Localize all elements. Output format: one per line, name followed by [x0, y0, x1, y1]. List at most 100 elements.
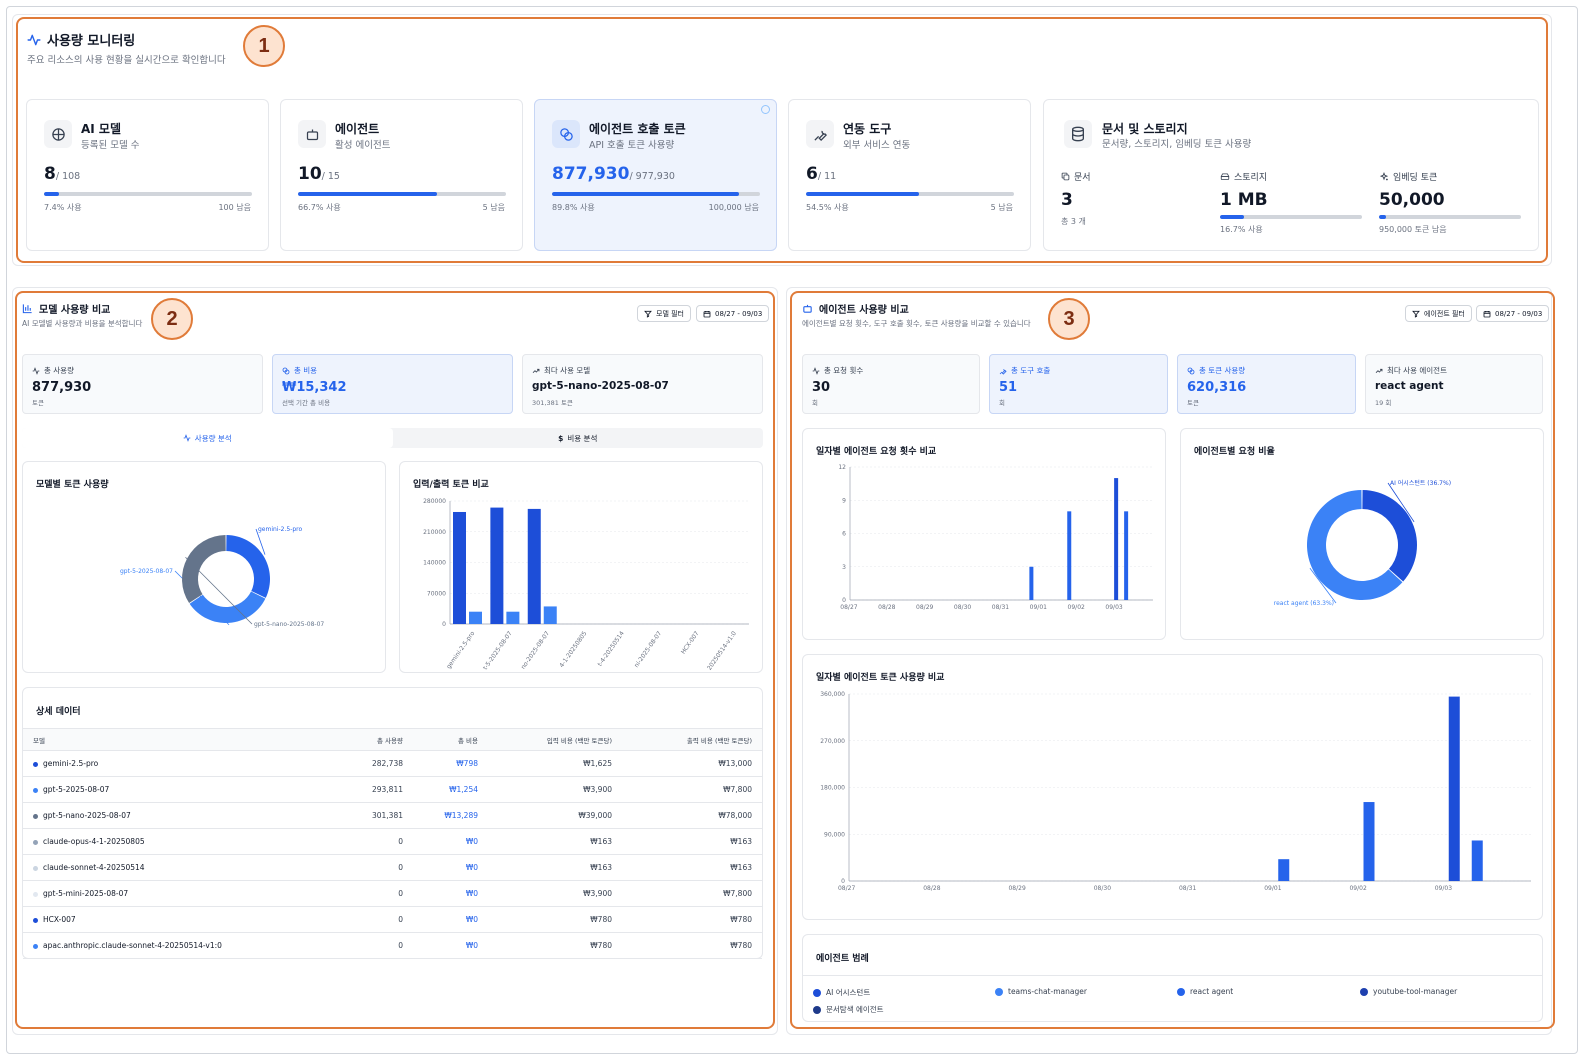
card-value: 8: [44, 164, 56, 184]
storage-card-title: 문서 및 스토리지: [1102, 122, 1188, 136]
y-tick-label: 360,000: [820, 691, 845, 698]
stat-value: react agent: [1375, 380, 1444, 392]
stat-total-cost: 총 비용 ₩15,342 선택 기간 총 비용: [272, 354, 513, 414]
donut-slice: [182, 535, 226, 603]
card-value-row: 877,930/ 977,930: [552, 164, 675, 184]
card-subtitle: 활성 에이전트: [335, 140, 391, 151]
stat-value: ₩15,342: [282, 380, 347, 395]
model-date-range-button[interactable]: 08/27 - 09/03: [696, 305, 770, 322]
stat-label: 최다 사용 모델: [544, 366, 591, 375]
monitor-card[interactable]: AI 모델 등록된 모델 수 8/ 108 7.4% 사용 100 남음: [26, 99, 269, 251]
monitor-title-row: 사용량 모니터링: [27, 30, 135, 49]
stat-label: 총 도구 호출: [1011, 366, 1051, 375]
table-header-row: 모델 총 사용량 총 비용 입력 비용 (백만 토큰당) 출력 비용 (백만 토…: [23, 728, 762, 751]
bar: [1067, 511, 1072, 600]
cell-usage: 0: [343, 906, 413, 933]
agent-filter-button[interactable]: 에이전트 필터: [1405, 305, 1472, 322]
activity-icon: [32, 366, 40, 375]
stat-sub: 토큰: [1187, 399, 1199, 407]
legend-label: 문서탐색 에이전트: [826, 1005, 884, 1014]
model-detail-table: 모델 총 사용량 총 비용 입력 비용 (백만 토큰당) 출력 비용 (백만 토…: [23, 728, 762, 959]
agent-token-bar-title: 일자별 에이전트 토큰 사용량 비교: [816, 673, 945, 683]
calendar-icon: [703, 310, 711, 317]
card-value: 6: [806, 164, 818, 184]
agent-request-bar-chart: 0 3 6 9 12 08/27 08/28 08/29 08/30 08/31 09/01 09/0…: [838, 464, 1153, 611]
card-value: 877,930: [552, 164, 630, 184]
tab-usage-analysis[interactable]: 사용량 분석: [22, 428, 393, 448]
bar: [506, 611, 520, 624]
bar: [1278, 859, 1290, 881]
slice-label: AI 어시스턴트 (36.7%): [1390, 479, 1451, 487]
cell-output-cost: ₩163: [622, 854, 762, 881]
cell-output-cost: ₩163: [622, 828, 762, 855]
legend-dot: [1177, 987, 1185, 996]
cell-model: gpt-5-nano-2025-08-07: [23, 802, 343, 829]
cell-output-cost: ₩780: [622, 932, 762, 959]
model-color-dot: [33, 813, 38, 819]
col-usage: 총 사용량: [343, 728, 413, 751]
storage-label: 스토리지: [1234, 173, 1268, 183]
storage-used: 16.7% 사용: [1220, 225, 1263, 234]
cell-input-cost: ₩163: [488, 854, 622, 881]
table-row: gpt-5-nano-2025-08-07 301,381 ₩13,289 ₩3…: [23, 802, 762, 829]
stat-tokens-label-row: 총 토큰 사용량: [1187, 365, 1245, 376]
legend-dot: [813, 1005, 821, 1014]
monitor-title: 사용량 모니터링: [47, 34, 136, 49]
model-color-dot: [33, 787, 38, 793]
stat-sub: 회: [999, 399, 1005, 407]
legend-dot: [995, 987, 1003, 996]
card-total: / 108: [55, 171, 81, 182]
x-tick-label: t-5-2025-08-07: [482, 630, 514, 671]
y-tick-label: 12: [838, 464, 846, 471]
database-icon: [1064, 120, 1092, 148]
bar: [1471, 840, 1483, 881]
cell-usage: 0: [343, 828, 413, 855]
storage-card[interactable]: 문서 및 스토리지 문서량, 스토리지, 임베딩 토큰 사용량 문서 3 총 3…: [1043, 99, 1539, 251]
y-tick-label: 0: [841, 878, 845, 885]
cell-output-cost: ₩78,000: [622, 802, 762, 829]
cell-cost: ₩1,254: [413, 776, 488, 803]
cell-output-cost: ₩780: [622, 906, 762, 933]
slice-leader-line: [255, 528, 266, 555]
card-value: 10: [298, 164, 322, 184]
agent-date-range-button[interactable]: 08/27 - 09/03: [1476, 305, 1550, 322]
monitor-card[interactable]: 연동 도구 외부 서비스 연동 6/ 11 54.5% 사용 5 남음: [788, 99, 1031, 251]
card-progress-bar: [552, 192, 760, 196]
card-remain: 5 남음: [990, 203, 1013, 212]
monitor-card[interactable]: 에이전트 활성 에이전트 10/ 15 66.7% 사용 5 남음: [280, 99, 523, 251]
legend-label: teams-chat-manager: [1008, 987, 1087, 996]
wrench-icon: [999, 368, 1007, 375]
model-color-dot: [33, 943, 38, 949]
cell-model: apac.anthropic.claude-sonnet-4-20250514-…: [23, 932, 343, 959]
stat-total-usage-label-row: 총 사용량: [32, 365, 74, 376]
embed-label: 임베딩 토큰: [1393, 173, 1438, 183]
coins-icon: [282, 367, 290, 374]
cell-model: HCX-007: [23, 906, 343, 933]
y-tick-label: 90,000: [824, 831, 845, 838]
monitor-subtitle: 주요 리소스의 사용 현황을 실시간으로 확인합니다: [27, 55, 226, 66]
card-value-row: 10/ 15: [298, 164, 340, 184]
cell-usage: 301,381: [343, 802, 413, 829]
x-tick-label: HCX-007: [680, 630, 701, 656]
slice-label: gemini-2.5-pro: [258, 526, 302, 533]
docs-label: 문서: [1074, 173, 1091, 183]
slice-leader-line: [185, 556, 253, 625]
info-icon[interactable]: [761, 105, 770, 114]
tab-cost-analysis[interactable]: $ 비용 분석: [393, 428, 764, 448]
card-used: 54.5% 사용: [806, 203, 849, 212]
model-donut-title: 모델별 토큰 사용량: [36, 480, 109, 490]
y-tick-label: 210000: [423, 529, 446, 536]
model-name: claude-opus-4-1-20250805: [43, 837, 145, 846]
legend-divider: [803, 975, 1542, 976]
slice-label: gpt-5-nano-2025-08-07: [254, 621, 324, 628]
card-title: AI 모델: [81, 122, 122, 136]
legend-label: AI 어시스턴트: [826, 988, 871, 997]
model-filter-button[interactable]: 모델 필터: [637, 305, 691, 322]
cell-output-cost: ₩7,800: [622, 880, 762, 907]
slice-label: gpt-5-2025-08-07: [120, 568, 173, 575]
table-row: claude-sonnet-4-20250514 0 ₩0 ₩163 ₩163: [23, 854, 762, 881]
monitor-card[interactable]: 에이전트 호출 토큰 API 호출 토큰 사용량 877,930/ 977,93…: [534, 99, 777, 251]
stat-label: 총 요청 횟수: [824, 366, 864, 375]
card-remain: 100 남음: [218, 203, 251, 212]
stat-value: 877,930: [32, 380, 92, 395]
